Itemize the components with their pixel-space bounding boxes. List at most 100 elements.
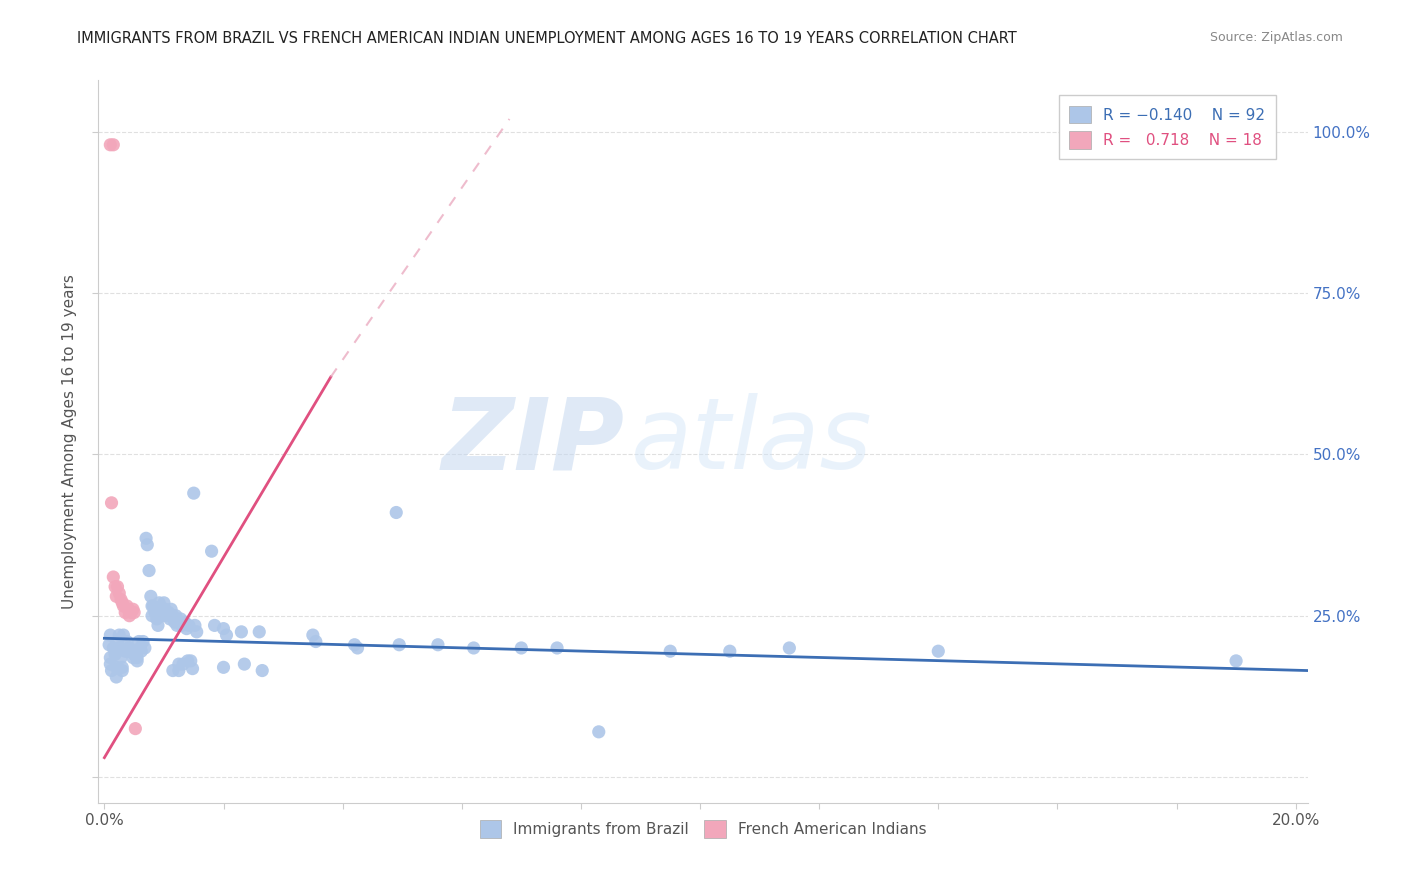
Point	[103, 570, 125, 584]
Point	[510, 640, 533, 655]
Point	[388, 638, 411, 652]
Point	[153, 602, 176, 616]
Point	[129, 640, 152, 655]
Point	[426, 638, 449, 652]
Point	[141, 599, 163, 613]
Point	[112, 628, 135, 642]
Point	[212, 622, 235, 636]
Point	[142, 599, 165, 613]
Point	[153, 596, 176, 610]
Point	[159, 612, 181, 626]
Point	[100, 664, 122, 678]
Y-axis label: Unemployment Among Ages 16 to 19 years: Unemployment Among Ages 16 to 19 years	[62, 274, 77, 609]
Point	[138, 564, 160, 578]
Point	[302, 628, 325, 642]
Point	[146, 612, 169, 626]
Point	[215, 628, 238, 642]
Point	[110, 592, 132, 607]
Point	[157, 606, 180, 620]
Point	[104, 580, 127, 594]
Point	[112, 599, 135, 613]
Point	[231, 624, 253, 639]
Point	[134, 640, 156, 655]
Point	[162, 664, 184, 678]
Point	[111, 664, 134, 678]
Point	[718, 644, 741, 658]
Point	[200, 544, 222, 558]
Point	[98, 638, 121, 652]
Point	[98, 650, 121, 665]
Point	[1225, 654, 1247, 668]
Point	[120, 644, 142, 658]
Point	[659, 644, 682, 658]
Point	[131, 644, 153, 658]
Point	[111, 660, 134, 674]
Point	[181, 662, 204, 676]
Point	[117, 602, 139, 616]
Point	[107, 580, 129, 594]
Point	[139, 590, 162, 604]
Point	[143, 606, 166, 620]
Point	[141, 608, 163, 623]
Point	[148, 596, 170, 610]
Point	[105, 590, 128, 604]
Point	[105, 670, 128, 684]
Point	[98, 628, 121, 642]
Point	[128, 634, 150, 648]
Point	[252, 664, 274, 678]
Point	[346, 640, 368, 655]
Point	[136, 538, 159, 552]
Point	[100, 496, 122, 510]
Point	[162, 608, 184, 623]
Point	[108, 586, 131, 600]
Point	[115, 599, 138, 613]
Point	[118, 608, 141, 623]
Point	[212, 660, 235, 674]
Point	[122, 602, 145, 616]
Point	[103, 640, 125, 655]
Point	[120, 606, 142, 620]
Point	[172, 657, 194, 672]
Point	[204, 618, 226, 632]
Point	[122, 606, 145, 620]
Text: atlas: atlas	[630, 393, 872, 490]
Point	[546, 640, 568, 655]
Point	[186, 624, 208, 639]
Text: Source: ZipAtlas.com: Source: ZipAtlas.com	[1209, 31, 1343, 45]
Point	[104, 648, 127, 662]
Point	[114, 644, 136, 658]
Point	[103, 137, 125, 152]
Text: IMMIGRANTS FROM BRAZIL VS FRENCH AMERICAN INDIAN UNEMPLOYMENT AMONG AGES 16 TO 1: IMMIGRANTS FROM BRAZIL VS FRENCH AMERICA…	[77, 31, 1017, 46]
Point	[122, 644, 145, 658]
Point	[122, 650, 145, 665]
Point	[177, 654, 200, 668]
Point	[156, 608, 179, 623]
Point	[98, 657, 121, 672]
Point	[127, 650, 149, 665]
Point	[118, 640, 141, 655]
Point	[927, 644, 949, 658]
Point	[385, 506, 408, 520]
Point	[108, 628, 131, 642]
Point	[135, 531, 157, 545]
Point	[170, 618, 193, 632]
Point	[110, 650, 132, 665]
Point	[124, 722, 146, 736]
Point	[111, 596, 134, 610]
Text: ZIP: ZIP	[441, 393, 624, 490]
Point	[165, 608, 187, 623]
Point	[167, 657, 190, 672]
Point	[588, 724, 610, 739]
Point	[117, 644, 139, 658]
Point	[114, 606, 136, 620]
Point	[343, 638, 366, 652]
Point	[127, 654, 149, 668]
Point	[122, 648, 145, 662]
Point	[166, 618, 188, 632]
Point	[163, 615, 186, 630]
Point	[107, 634, 129, 648]
Point	[778, 640, 800, 655]
Legend: Immigrants from Brazil, French American Indians: Immigrants from Brazil, French American …	[472, 813, 934, 846]
Point	[108, 640, 131, 655]
Point	[117, 640, 139, 655]
